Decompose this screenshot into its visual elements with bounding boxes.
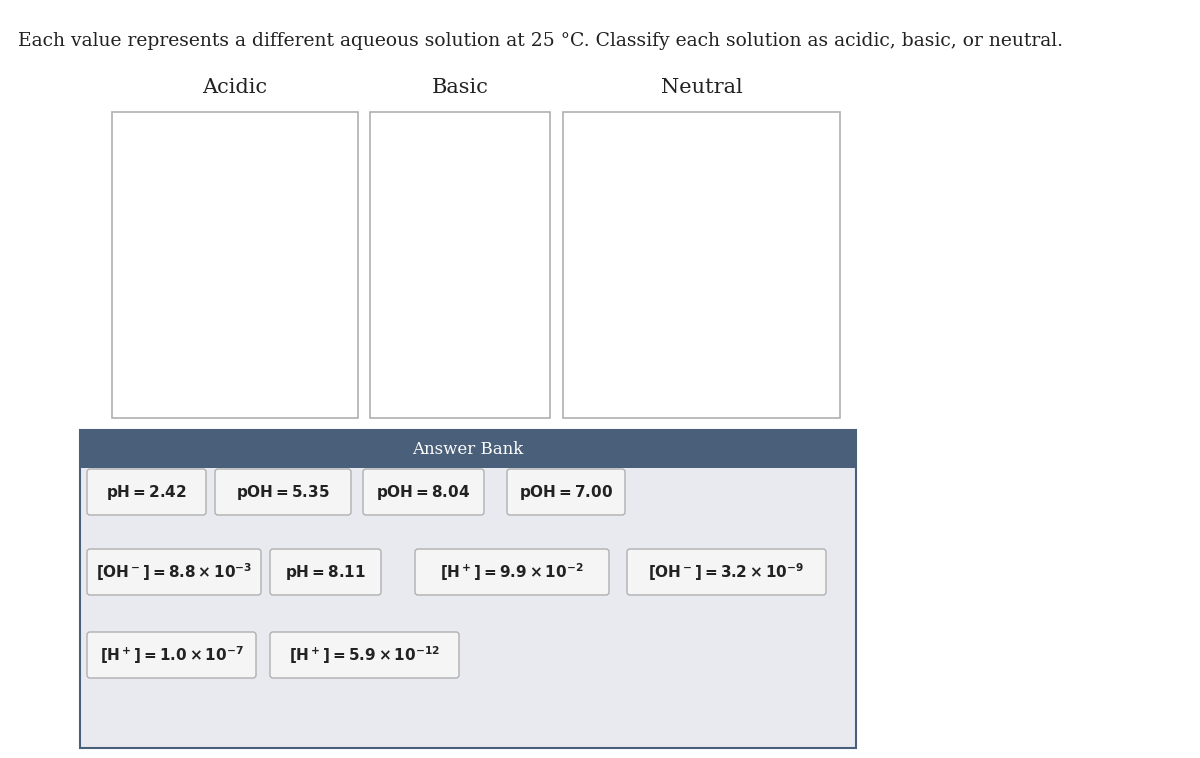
- Text: $\mathbf{pOH = 5.35}$: $\mathbf{pOH = 5.35}$: [236, 483, 330, 502]
- Text: $\mathbf{pOH = 8.04}$: $\mathbf{pOH = 8.04}$: [377, 483, 470, 502]
- Text: $\mathbf{pH = 2.42}$: $\mathbf{pH = 2.42}$: [106, 483, 187, 502]
- Text: $\mathbf{[H^+] = 5.9 \times 10^{-12}}$: $\mathbf{[H^+] = 5.9 \times 10^{-12}}$: [289, 644, 440, 666]
- FancyBboxPatch shape: [628, 549, 826, 595]
- Text: $\mathbf{[H^+] = 1.0 \times 10^{-7}}$: $\mathbf{[H^+] = 1.0 \times 10^{-7}}$: [100, 644, 244, 666]
- Bar: [370, 112, 550, 418]
- FancyBboxPatch shape: [215, 469, 352, 515]
- Text: Basic: Basic: [432, 78, 488, 97]
- FancyBboxPatch shape: [364, 469, 484, 515]
- FancyBboxPatch shape: [88, 469, 206, 515]
- Text: Answer Bank: Answer Bank: [413, 440, 523, 458]
- Text: Neutral: Neutral: [661, 78, 743, 97]
- Text: $\mathbf{[OH^-] = 8.8 \times 10^{-3}}$: $\mathbf{[OH^-] = 8.8 \times 10^{-3}}$: [96, 561, 252, 583]
- Text: $\mathbf{pOH = 7.00}$: $\mathbf{pOH = 7.00}$: [518, 483, 613, 502]
- Bar: [112, 112, 358, 418]
- Text: $\mathbf{[OH^-] = 3.2 \times 10^{-9}}$: $\mathbf{[OH^-] = 3.2 \times 10^{-9}}$: [648, 561, 804, 583]
- FancyBboxPatch shape: [270, 632, 458, 678]
- Bar: [80, 430, 856, 748]
- FancyBboxPatch shape: [508, 469, 625, 515]
- Text: $\mathbf{[H^+] = 9.9 \times 10^{-2}}$: $\mathbf{[H^+] = 9.9 \times 10^{-2}}$: [440, 561, 584, 583]
- FancyBboxPatch shape: [88, 549, 262, 595]
- FancyBboxPatch shape: [270, 549, 382, 595]
- FancyBboxPatch shape: [88, 632, 256, 678]
- Bar: [80, 430, 856, 748]
- Text: Acidic: Acidic: [203, 78, 268, 97]
- Text: $\mathbf{pH = 8.11}$: $\mathbf{pH = 8.11}$: [286, 562, 366, 581]
- Text: Each value represents a different aqueous solution at 25 °C. Classify each solut: Each value represents a different aqueou…: [18, 32, 1063, 50]
- FancyBboxPatch shape: [415, 549, 610, 595]
- Bar: [563, 112, 840, 418]
- Bar: [80, 430, 856, 468]
